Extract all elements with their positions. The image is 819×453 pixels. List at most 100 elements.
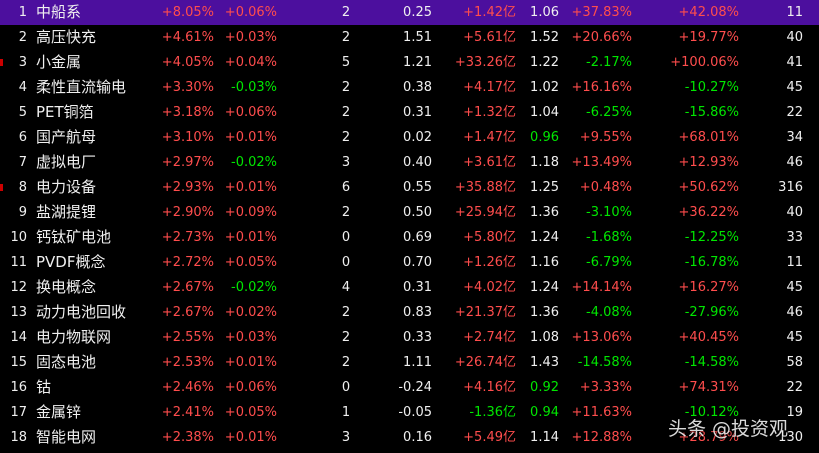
table-cell: 45 <box>786 80 803 95</box>
table-cell: 1.51 <box>403 30 432 45</box>
table-cell: +2.73% <box>161 230 214 245</box>
table-cell: 0.33 <box>403 330 432 345</box>
table-cell: +3.10% <box>161 130 214 145</box>
table-cell: 虚拟电厂 <box>36 153 97 171</box>
watermark: 头条 @投资观 <box>668 418 789 440</box>
table-row[interactable]: 5 PET铜箔 +3.18% +0.06% 2 0.31 +1.32亿 1.04 -6.25% -… <box>0 100 819 125</box>
table-cell: 0.38 <box>403 80 432 95</box>
table-cell: -0.05 <box>398 405 432 420</box>
table-cell: +13.49% <box>571 155 632 170</box>
table-cell: +42.08% <box>678 5 739 20</box>
table-row[interactable]: 12 换电概念 +2.67% -0.02% 4 0.31 +4.02亿 1.24 +14.14%… <box>0 275 819 300</box>
table-cell: 0.55 <box>403 180 432 195</box>
table-row[interactable]: 4 柔性直流输电 +3.30% -0.03% 2 0.38 +4.17亿 1.02 +16.16… <box>0 75 819 100</box>
table-cell: 46 <box>786 305 803 320</box>
table-row[interactable]: 8 电力设备 +2.93% +0.01% 6 0.55 +35.88亿 1.25 +0.48% +… <box>0 175 819 200</box>
table-cell: +3.30% <box>161 80 214 95</box>
table-cell: 5 <box>341 55 351 70</box>
table-cell: +28.79% <box>678 430 739 445</box>
table-row[interactable]: 1 中船系 +8.05% +0.06% 2 0.25 +1.42亿 1.06 +37.83% +4… <box>0 0 819 25</box>
table-row[interactable]: 3 小金属 +4.05% +0.04% 5 1.21 +33.26亿 1.22 -2.17% +1… <box>0 50 819 75</box>
table-cell: +11.63% <box>571 405 632 420</box>
table-cell: -14.58% <box>577 355 632 370</box>
table-cell: 小金属 <box>36 53 82 71</box>
table-cell: +2.55% <box>161 330 214 345</box>
table-cell: -0.24 <box>398 380 432 395</box>
table-cell: 22 <box>786 380 803 395</box>
table-cell: 34 <box>786 130 803 145</box>
table-cell: 316 <box>778 180 803 195</box>
table-cell: -6.25% <box>586 105 632 120</box>
table-cell: +0.05% <box>224 405 277 420</box>
table-row[interactable]: 17 金属锌 +2.41% +0.05% 1 -0.05 -1.36亿 0.94 +11.63%… <box>0 400 819 425</box>
table-cell: +68.01% <box>678 130 739 145</box>
table-cell: 1 <box>18 5 27 20</box>
table-cell: 1.36 <box>530 305 559 320</box>
table-cell: -14.58% <box>684 355 739 370</box>
table-cell: 6 <box>341 180 351 195</box>
table-cell: -1.68% <box>586 230 632 245</box>
table-cell: 1.25 <box>530 180 559 195</box>
table-cell: 2 <box>341 130 351 145</box>
table-cell: 14 <box>10 330 27 345</box>
table-cell: +3.61亿 <box>463 155 516 170</box>
table-cell: +0.06% <box>224 105 277 120</box>
table-cell: 0 <box>341 380 351 395</box>
table-cell: -4.08% <box>586 305 632 320</box>
table-cell: +0.06% <box>224 380 277 395</box>
table-row[interactable]: 7 虚拟电厂 +2.97% -0.02% 3 0.40 +3.61亿 1.18 +13.49% +… <box>0 150 819 175</box>
table-cell: +4.61% <box>161 30 214 45</box>
table-cell: 动力电池回收 <box>36 303 127 321</box>
table-cell: 0.50 <box>403 205 432 220</box>
table-cell: -12.25% <box>684 230 739 245</box>
table-cell: 2 <box>341 80 351 95</box>
table-cell: 1.04 <box>530 105 559 120</box>
table-row[interactable]: 18 智能电网 +2.38% +0.01% 3 0.16 +5.49亿 1.14 +12.88%… <box>0 425 819 450</box>
table-cell: +2.67% <box>161 280 214 295</box>
table-cell: -10.27% <box>684 80 739 95</box>
table-cell: 0.69 <box>403 230 432 245</box>
table-cell: 3 <box>341 430 351 445</box>
table-cell: 0.02 <box>403 130 432 145</box>
table-cell: +50.62% <box>678 180 739 195</box>
table-row[interactable]: 10 钙钛矿电池 +2.73% +0.01% 0 0.69 +5.80亿 1.24 -1.68%… <box>0 225 819 250</box>
table-cell: +0.09% <box>224 205 277 220</box>
table-row[interactable]: 13 动力电池回收 +2.67% +0.02% 2 0.83 +21.37亿 1.36 -4.0… <box>0 300 819 325</box>
marker <box>0 59 3 66</box>
table-cell: +4.16亿 <box>463 380 516 395</box>
table-cell: +4.05% <box>161 55 214 70</box>
table-cell: 1.16 <box>530 255 559 270</box>
table-cell: -16.78% <box>684 255 739 270</box>
table-cell: +8.05% <box>161 5 214 20</box>
table-row[interactable]: 16 钴 +2.46% +0.06% 0 -0.24 +4.16亿 0.92 +3.33% +74… <box>0 375 819 400</box>
table-cell: -2.17% <box>586 55 632 70</box>
table-cell: 0.31 <box>403 280 432 295</box>
table-cell: 0.16 <box>403 430 432 445</box>
table-row[interactable]: 9 盐湖提锂 +2.90% +0.09% 2 0.50 +25.94亿 1.36 -3.10% +… <box>0 200 819 225</box>
table-cell: 柔性直流输电 <box>36 78 127 96</box>
table-cell: 11 <box>10 255 27 270</box>
table-cell: 9 <box>18 205 27 220</box>
table-cell: 15 <box>10 355 27 370</box>
table-cell: 5 <box>18 105 27 120</box>
table-cell: 3 <box>341 155 351 170</box>
table-row[interactable]: 2 高压快充 +4.61% +0.03% 2 1.51 +5.61亿 1.52 +20.66% +… <box>0 25 819 50</box>
table-cell: 电力物联网 <box>36 328 112 346</box>
table-cell: +36.22% <box>678 205 739 220</box>
table-cell: 盐湖提锂 <box>36 203 97 221</box>
table-cell: +1.42亿 <box>463 5 516 20</box>
table-cell: 电力设备 <box>36 178 97 196</box>
table-row[interactable]: 15 固态电池 +2.53% +0.01% 2 1.11 +26.74亿 1.43 -14.58… <box>0 350 819 375</box>
table-cell: 16 <box>10 380 27 395</box>
table-cell: +3.33% <box>579 380 632 395</box>
table-cell: +2.90% <box>161 205 214 220</box>
table-row[interactable]: 6 国产航母 +3.10% +0.01% 2 0.02 +1.47亿 0.96 +9.55% +6… <box>0 125 819 150</box>
table-row[interactable]: 14 电力物联网 +2.55% +0.03% 2 0.33 +2.74亿 1.08 +13.06… <box>0 325 819 350</box>
table-cell: +21.37亿 <box>454 305 516 320</box>
table-cell: 10 <box>10 230 27 245</box>
table-cell: PET铜箔 <box>36 103 94 121</box>
table-cell: +5.49亿 <box>463 430 516 445</box>
table-cell: -27.96% <box>684 305 739 320</box>
table-row[interactable]: 11 PVDF概念 +2.72% +0.05% 0 0.70 +1.26亿 1.16 -6.79… <box>0 250 819 275</box>
